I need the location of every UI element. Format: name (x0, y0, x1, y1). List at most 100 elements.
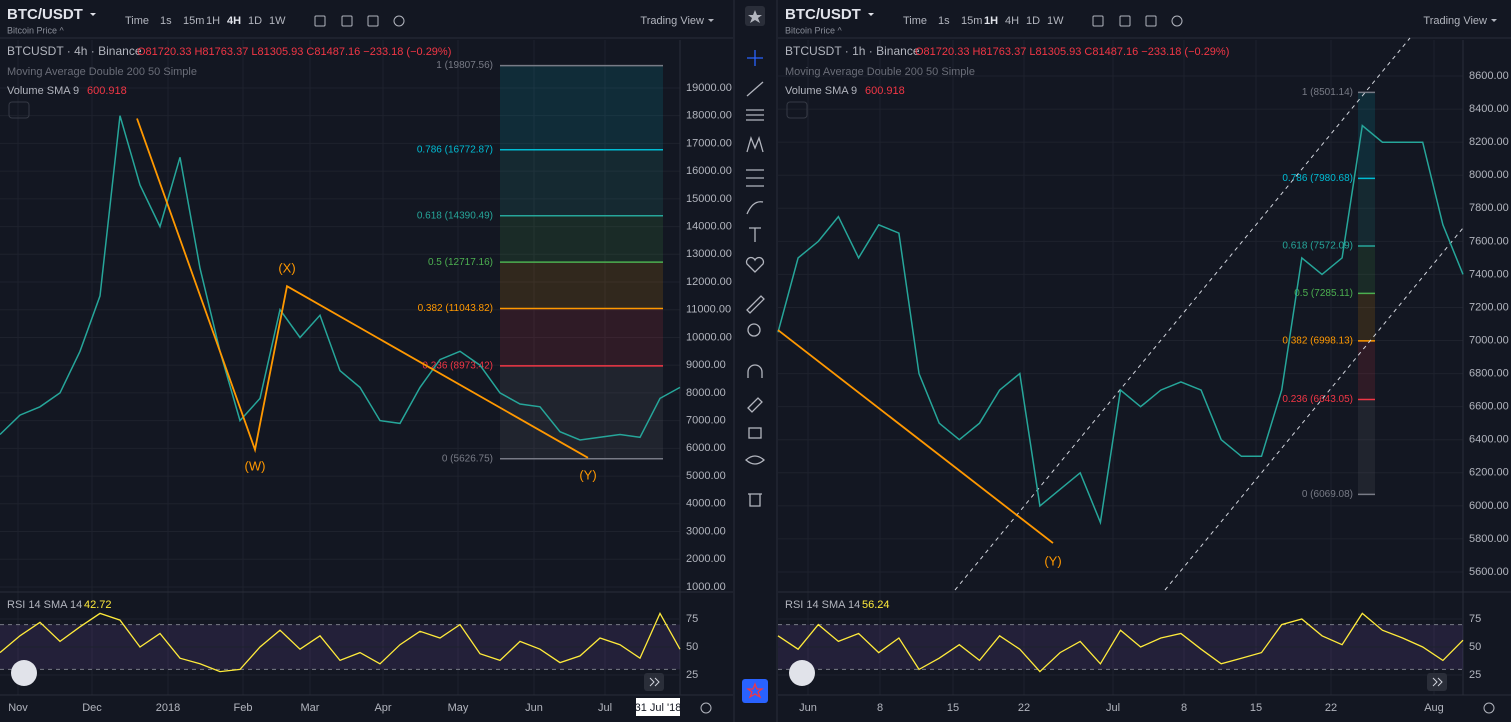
lock-tool[interactable] (748, 427, 762, 439)
interval-button[interactable]: 4H (227, 15, 241, 27)
y-tick-label: 17000.00 (686, 137, 732, 149)
dropdown[interactable] (868, 13, 874, 16)
y-tick-label: 5800.00 (1469, 533, 1509, 545)
interval-button[interactable]: 4H (1005, 15, 1019, 27)
fib-zone (1358, 245, 1375, 294)
rsi-tick-label: 50 (686, 641, 698, 653)
rsi-tick-label: 75 (1469, 613, 1481, 625)
x-tick-label: 2018 (156, 702, 180, 714)
rsi-legend-value: 56.24 (862, 599, 890, 611)
fib-zone (500, 149, 663, 216)
wave-label: (Y) (1044, 553, 1061, 568)
price-line (777, 124, 1464, 526)
layout-button[interactable]: Trading View (640, 15, 704, 27)
subtitle: Bitcoin Price ^ (7, 25, 65, 35)
rsi-tick-label: 50 (1469, 641, 1481, 653)
fib-zone (500, 215, 663, 263)
interval-button[interactable]: 1H (206, 15, 220, 27)
toolbar-icon[interactable] (314, 15, 326, 27)
fib-label: 0.786 (16772.87) (417, 144, 493, 155)
symbol: BTC/USDT (7, 6, 83, 23)
dropdown[interactable] (90, 13, 96, 16)
fib-label: 0.5 (12717.16) (428, 257, 493, 268)
interval-button[interactable]: 1H (984, 15, 998, 27)
y-tick-label: 6000.00 (686, 442, 726, 454)
toolbar-icon[interactable] (367, 15, 379, 27)
fib-label: 0.236 (8973.42) (422, 361, 493, 372)
price-line (0, 115, 681, 441)
wave-line (777, 329, 1054, 544)
magnet-tool[interactable] (747, 364, 763, 378)
icon-tool[interactable] (745, 256, 765, 273)
toolbar-icon[interactable] (1171, 15, 1183, 27)
pattern-tool[interactable] (746, 135, 764, 153)
trash-tool[interactable] (748, 493, 762, 507)
rsi-legend-value: 42.72 (84, 599, 112, 611)
x-tick-label: 8 (1181, 702, 1187, 714)
interval-button[interactable]: Time (903, 15, 927, 27)
y-tick-label: 6800.00 (1469, 368, 1509, 380)
ruler-tool[interactable] (746, 295, 765, 314)
y-tick-label: 7000.00 (686, 415, 726, 427)
fib-zone (500, 365, 663, 459)
y-tick-label: 10000.00 (686, 331, 732, 343)
fib-label: 0 (5626.75) (442, 453, 493, 464)
toolbar-icon[interactable] (1119, 15, 1131, 27)
interval-button[interactable]: 1s (160, 15, 172, 27)
lock-drawing-tool[interactable] (747, 397, 763, 413)
fib-label: 0.618 (14390.49) (417, 210, 493, 221)
star-icon[interactable] (746, 682, 764, 699)
toolbar-icon[interactable] (1092, 15, 1104, 27)
y-tick-label: 8000.00 (1469, 169, 1509, 181)
favorite-button[interactable] (742, 679, 768, 703)
zoom-tool[interactable] (747, 323, 761, 337)
fib-zone (500, 65, 663, 150)
y-tick-label: 6400.00 (1469, 434, 1509, 446)
legend-volume: Volume SMA 9 (785, 85, 857, 97)
x-tick-label: Aug (1424, 702, 1444, 714)
collapse-button[interactable] (8, 101, 30, 119)
interval-button[interactable]: 1D (1026, 15, 1040, 27)
crosshair-tool[interactable] (747, 50, 763, 66)
toolbar-icon[interactable] (341, 15, 353, 27)
interval-button[interactable]: 1W (269, 15, 286, 27)
interval-button[interactable]: 1W (1047, 15, 1064, 27)
x-tick-label: Dec (82, 702, 102, 714)
prediction-tool[interactable] (746, 169, 764, 187)
settings-button[interactable] (1483, 702, 1495, 714)
collapse-button[interactable] (786, 101, 808, 119)
fib-zone (1358, 340, 1375, 400)
y-tick-label: 12000.00 (686, 276, 732, 288)
dropdown[interactable] (1491, 19, 1497, 22)
toolbar-icon[interactable] (393, 15, 405, 27)
crosshair-label: 31 Jul '18 (635, 702, 682, 714)
x-tick-label: Apr (374, 702, 391, 714)
legend-ma: Moving Average Double 200 50 Simple (785, 66, 975, 78)
toolbar-icon[interactable] (1145, 15, 1157, 27)
fib-tool[interactable] (746, 109, 764, 121)
interval-button[interactable]: 1s (938, 15, 950, 27)
hide-tool[interactable] (745, 455, 765, 465)
interval-button[interactable]: 15m (183, 15, 204, 27)
interval-button[interactable]: Time (125, 15, 149, 27)
settings-button[interactable] (700, 702, 712, 714)
dropdown[interactable] (708, 19, 714, 22)
x-tick-label: 22 (1018, 702, 1030, 714)
brush-tool[interactable] (746, 201, 764, 215)
star-icon[interactable] (748, 10, 762, 23)
fib-label: 0.382 (6998.13) (1282, 335, 1353, 346)
y-tick-label: 7600.00 (1469, 235, 1509, 247)
scroll-icon (1432, 677, 1443, 687)
interval-button[interactable]: 1D (248, 15, 262, 27)
layout-button[interactable]: Trading View (1423, 15, 1487, 27)
interval-button[interactable]: 15m (961, 15, 982, 27)
trendline-tool[interactable] (746, 81, 764, 97)
legend-ma: Moving Average Double 200 50 Simple (7, 66, 197, 78)
rsi-tick-label: 75 (686, 613, 698, 625)
tv-logo (789, 660, 815, 686)
channel-line (1164, 227, 1464, 591)
fib-zone (1358, 92, 1375, 179)
text-tool[interactable] (749, 227, 761, 242)
y-tick-label: 7000.00 (1469, 334, 1509, 346)
y-tick-label: 11000.00 (686, 304, 731, 316)
